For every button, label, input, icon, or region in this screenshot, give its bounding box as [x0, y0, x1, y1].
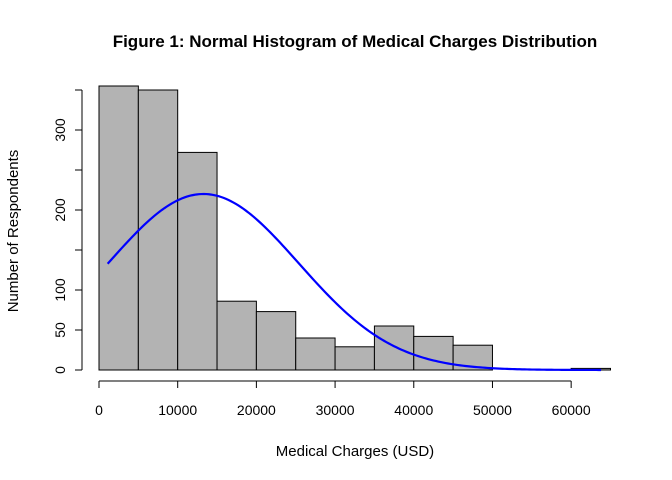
histogram-bar — [373, 325, 415, 371]
x-tick-label: 60000 — [552, 402, 591, 418]
y-tick-label: 100 — [52, 278, 68, 302]
y-tick-label: 300 — [52, 118, 68, 142]
normal-curve — [106, 192, 602, 372]
histogram-bar — [216, 300, 257, 371]
y-axis: 0 50 100 200 300 — [52, 89, 83, 374]
histogram-bars — [98, 85, 612, 371]
histogram-bar — [98, 85, 139, 371]
y-tick-label: 50 — [52, 322, 68, 338]
x-tick-label: 50000 — [473, 402, 512, 418]
histogram-bar — [255, 311, 297, 371]
y-tick-label: 200 — [52, 198, 68, 222]
x-tick-label: 30000 — [316, 402, 355, 418]
histogram-bar — [413, 335, 454, 371]
histogram-bar — [137, 89, 179, 371]
histogram-bar — [177, 151, 218, 371]
y-axis-label: Number of Respondents — [5, 150, 22, 313]
x-tick-label: 20000 — [237, 402, 276, 418]
histogram-bar — [334, 346, 375, 371]
histogram-bar — [295, 337, 336, 371]
x-tick-label: 40000 — [394, 402, 433, 418]
x-axis: 0 10000 20000 30000 40000 50000 60000 — [95, 380, 591, 418]
x-axis-label: Medical Charges (USD) — [276, 443, 434, 460]
x-tick-label: 0 — [95, 402, 103, 418]
chart-title: Figure 1: Normal Histogram of Medical Ch… — [113, 32, 598, 51]
x-tick-label: 10000 — [158, 402, 197, 418]
y-tick-label: 0 — [52, 366, 68, 374]
